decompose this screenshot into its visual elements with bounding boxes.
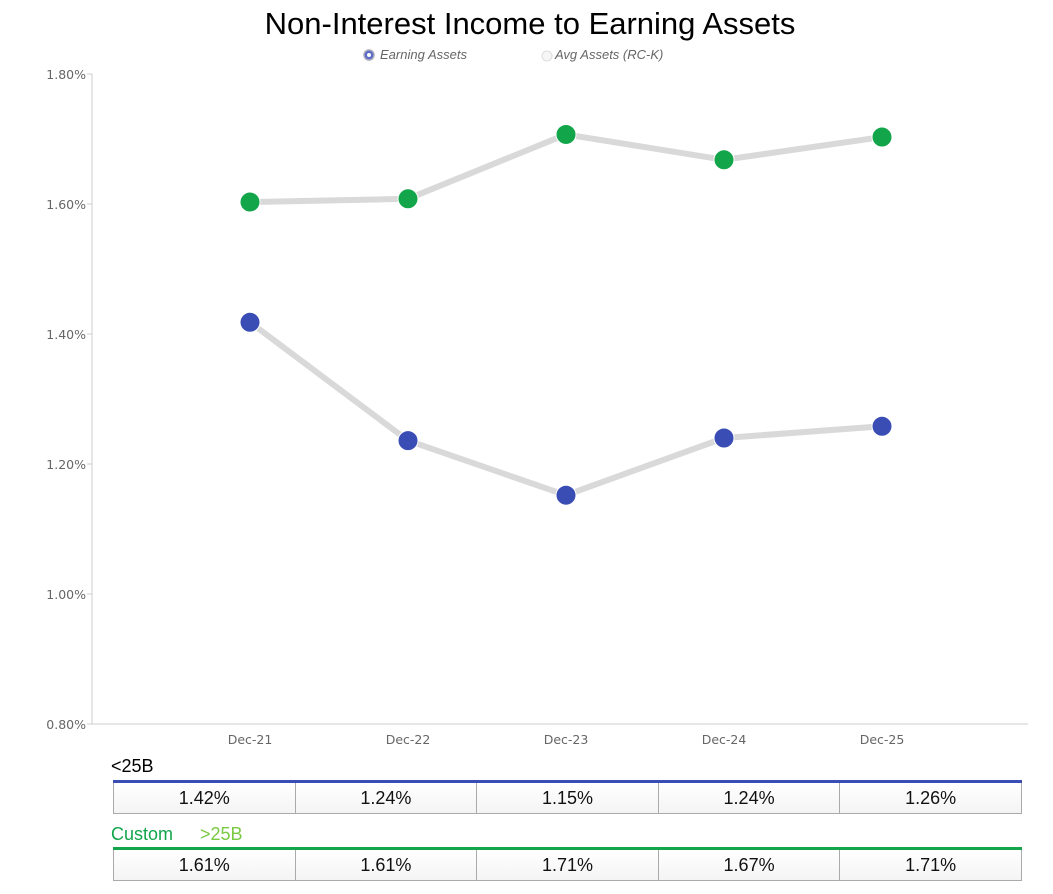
series-line-0 [248,319,883,499]
table-cell: 1.26% [840,783,1021,813]
table-cell: 1.71% [840,850,1021,880]
legend-radio-dot-icon [367,53,371,57]
table-cell: 1.71% [477,850,659,880]
y-tick-label: 1.00% [46,587,86,602]
data-point-0-2 [555,484,577,506]
table-bar-gt25b [113,847,1022,850]
chart-title: Non-Interest Income to Earning Assets [265,6,796,41]
data-point-0-3 [713,427,735,449]
table-cell: 1.67% [658,850,841,880]
legend-radio-unselected-icon[interactable] [541,50,553,62]
data-point-1-3 [713,149,735,171]
data-point-0-4 [871,415,893,437]
legend-label-earning-assets: Earning Assets [380,47,467,62]
data-point-0-0 [239,311,261,333]
data-point-0-1 [397,430,419,452]
table-cell: 1.24% [295,783,478,813]
table-cell: 1.24% [658,783,841,813]
y-tick-label: 1.60% [46,197,86,212]
x-tick-label: Dec-23 [544,732,589,747]
table-cell: 1.15% [477,783,659,813]
y-tick-label: 0.80% [46,717,86,732]
x-tick-label: Dec-21 [228,732,273,747]
table-label-custom: Custom [111,824,174,844]
data-point-1-1 [397,188,419,210]
x-tick-label: Dec-25 [860,732,905,747]
x-tick-label: Dec-22 [386,732,431,747]
table-label-lt25b: <25B [111,756,154,776]
y-tick-label: 1.20% [46,457,86,472]
x-tick-label: Dec-24 [702,732,747,747]
table-bar-lt25b [113,780,1022,783]
table-cell: 1.61% [295,850,478,880]
data-point-1-4 [871,126,893,148]
table-cell: 1.61% [114,850,296,880]
line-chart: Non-Interest Income to Earning Assets Ear… [46,6,1028,747]
y-tick-label: 1.80% [46,67,86,82]
y-tick-label: 1.40% [46,327,86,342]
table-cell: 1.42% [114,783,296,813]
table-label-gt25b: >25B [200,824,243,844]
data-point-1-0 [239,191,261,213]
data-point-1-2 [555,123,577,145]
table-row-gt25b: 1.61% 1.61% 1.71% 1.67% 1.71% [113,850,1022,881]
table-row-lt25b: 1.42% 1.24% 1.15% 1.24% 1.26% [113,783,1022,814]
legend-label-avg-assets: Avg Assets (RC-K) [554,47,663,62]
